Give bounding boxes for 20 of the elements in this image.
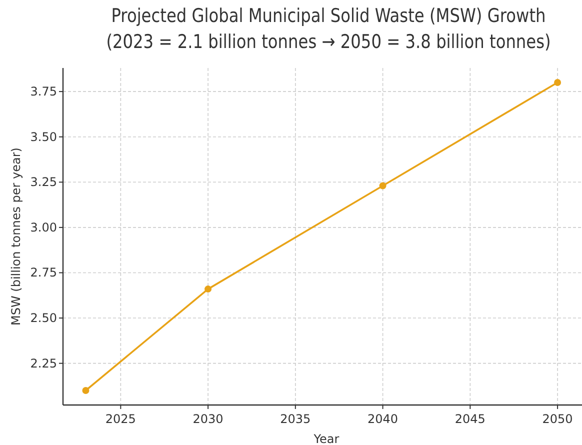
x-tick-label: 2050 xyxy=(542,412,573,426)
x-axis-title: Year xyxy=(312,432,340,445)
y-axis-title: MSW (billion tonnes per year) xyxy=(9,148,23,326)
x-tick-label: 2045 xyxy=(454,412,486,426)
x-tick-label: 2035 xyxy=(280,412,311,426)
y-tick-label: 2.75 xyxy=(30,266,57,280)
x-tick-label: 2030 xyxy=(192,412,224,426)
point xyxy=(554,78,562,86)
point xyxy=(379,182,386,190)
y-tick-label: 2.25 xyxy=(30,356,57,370)
x-tick-label: 2025 xyxy=(105,412,136,426)
y-tick-label: 3.50 xyxy=(30,130,57,144)
y-tick-label: 3.25 xyxy=(30,175,57,190)
y-tick-label: 3.00 xyxy=(30,220,57,234)
chart-title: Projected Global Municipal Solid Waste (MSW) Growth (2023 = 2.1 billion tonnes → 2050 = 3.8 billion tonnes) xyxy=(106,6,551,54)
y-tick-label: 2.50 xyxy=(30,311,57,326)
point xyxy=(82,387,90,394)
point xyxy=(204,286,212,293)
y-tick-label: 3.75 xyxy=(30,84,57,99)
x-tick-label: 2040 xyxy=(368,412,398,426)
